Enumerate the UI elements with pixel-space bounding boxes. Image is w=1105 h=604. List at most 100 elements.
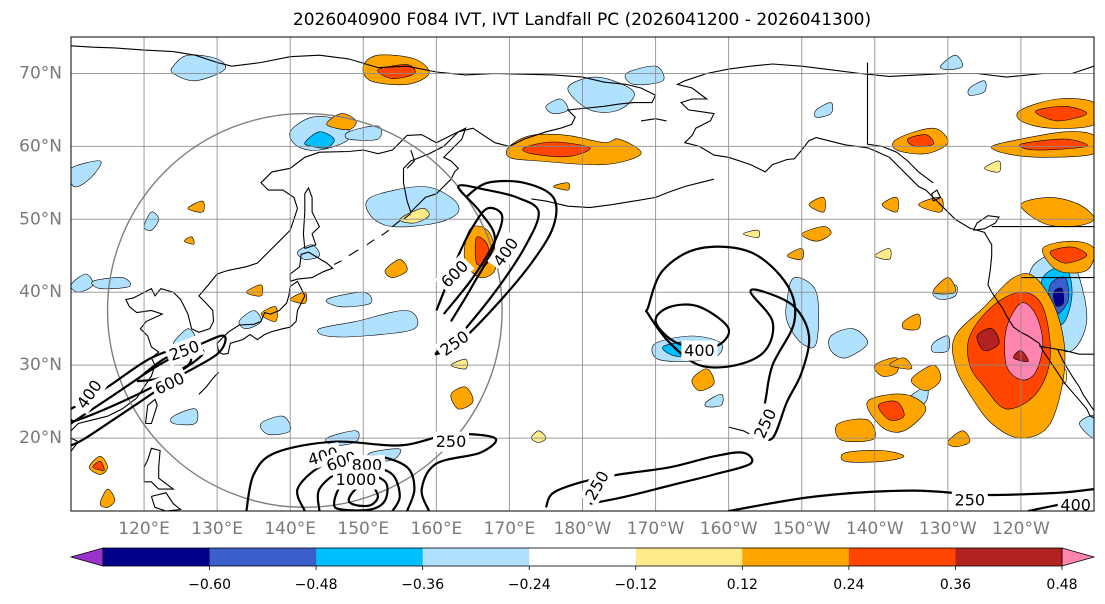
pc-patch-64 bbox=[932, 277, 957, 295]
coastline-kuril-2 bbox=[348, 249, 359, 257]
coastline-ryukyu bbox=[198, 372, 219, 395]
lon-tick-140: 140°E bbox=[264, 519, 316, 539]
lon-tick-200: 160°W bbox=[700, 519, 758, 539]
pc-patch-22 bbox=[704, 393, 724, 408]
ivt-contour-400-4 bbox=[450, 184, 540, 330]
colorbar-bin-7 bbox=[848, 548, 956, 566]
lat-tick-70: 70°N bbox=[19, 63, 62, 83]
coastline-asia bbox=[71, 45, 657, 432]
lon-tick-150: 150°E bbox=[337, 519, 389, 539]
coastline-haidagwaii bbox=[931, 189, 942, 202]
contour-label-bg-0 bbox=[163, 335, 205, 367]
pc-patch-36 bbox=[967, 80, 987, 96]
colorbar-bin-1 bbox=[209, 548, 317, 566]
coastline-kuril-6 bbox=[403, 213, 412, 220]
colorbar-bin-4 bbox=[529, 548, 637, 566]
contour-label-bg-8 bbox=[433, 431, 469, 452]
coastline-japan-hokkaido bbox=[289, 251, 334, 282]
colorbar-bin-8 bbox=[955, 548, 1063, 566]
ivt-contour-250-14 bbox=[728, 488, 1094, 511]
contour-label-bg-7 bbox=[748, 402, 782, 445]
longitude-tick-labels: 120°E 130°E 140°E 150°E 160°E 170°E 180°W 170°W… bbox=[118, 519, 1050, 539]
pc-patch-40 bbox=[742, 229, 760, 238]
border-alaska-canada bbox=[866, 62, 934, 184]
coastline-kamchatka-island bbox=[406, 149, 416, 169]
coastline-vancouverisland bbox=[972, 215, 1000, 231]
coastline-aleutians bbox=[531, 178, 715, 209]
graticule-layer bbox=[71, 37, 1094, 511]
contour-label-bg-12 bbox=[333, 469, 379, 490]
pc-patch-14 bbox=[365, 186, 460, 228]
pc-patch-76 bbox=[840, 450, 905, 463]
contour-label-bg-15 bbox=[1057, 495, 1094, 511]
colorbar: −0.60 −0.48 −0.36 −0.24 −0.12 0.12 0.24 0.36 0.4… bbox=[69, 547, 1096, 593]
lon-tick-210: 150°W bbox=[773, 519, 831, 539]
contour-label-6: 400 bbox=[684, 341, 715, 360]
ivt-contour-250-3 bbox=[434, 179, 558, 356]
colorbar-label-4: −0.12 bbox=[614, 577, 657, 593]
pc-patch-9 bbox=[325, 291, 373, 308]
pc-patch-79 bbox=[384, 259, 408, 278]
colorbar-bin-2 bbox=[316, 548, 424, 566]
coastline-bajacalifornia bbox=[1057, 348, 1094, 411]
pc-patch-62 bbox=[881, 196, 899, 213]
contour-label-bg-2 bbox=[149, 366, 191, 401]
lon-tick-220: 140°W bbox=[846, 519, 904, 539]
lat-tick-40: 40°N bbox=[19, 282, 62, 302]
contour-label-bg-6 bbox=[681, 340, 718, 361]
pc-patch-74 bbox=[878, 400, 905, 421]
contour-label-15: 400 bbox=[1060, 496, 1091, 515]
map-frame bbox=[70, 36, 1095, 512]
range-circle-layer bbox=[106, 112, 503, 509]
pc-patch-71 bbox=[901, 313, 921, 331]
pc-patch-50 bbox=[801, 226, 832, 242]
pc-patch-60 bbox=[1049, 246, 1088, 264]
colorbar-extend-high bbox=[1061, 547, 1096, 567]
lat-tick-20: 20°N bbox=[19, 428, 62, 448]
pc-patch-35 bbox=[624, 65, 665, 86]
colorbar-bin-3 bbox=[422, 548, 530, 566]
colorbar-label-3: −0.24 bbox=[508, 577, 551, 593]
coastline-kuril-4 bbox=[381, 229, 390, 236]
coastline-luzon bbox=[143, 447, 175, 490]
lon-tick-130: 130°E bbox=[191, 519, 243, 539]
lon-tick-190: 170°W bbox=[627, 519, 685, 539]
coastline-philippines-s bbox=[150, 492, 182, 511]
lon-tick-230: 130°W bbox=[919, 519, 977, 539]
pc-patch-51 bbox=[786, 248, 804, 260]
contour-label-bg-5 bbox=[434, 324, 476, 362]
colorbar-label-0: −0.60 bbox=[188, 577, 231, 593]
pc-patch-89 bbox=[92, 461, 105, 471]
coastline-kuril-1 bbox=[333, 260, 342, 265]
colorbar-bin-5 bbox=[635, 548, 743, 566]
ivt-contour-250-6 bbox=[644, 245, 811, 441]
contour-label-bg-4 bbox=[487, 231, 525, 273]
pc-patch-41 bbox=[874, 248, 892, 260]
pc-patch-67 bbox=[976, 328, 1000, 352]
colorbar-label-2: −0.36 bbox=[401, 577, 444, 593]
pc-patch-28 bbox=[1079, 415, 1094, 439]
pc-patch-3 bbox=[71, 160, 102, 188]
pc-patch-20 bbox=[940, 54, 963, 71]
pc-patch-55 bbox=[1035, 105, 1088, 122]
coastline-kuril-5 bbox=[392, 220, 401, 228]
lon-tick-170: 170°E bbox=[484, 519, 536, 539]
pc-patch-86 bbox=[184, 236, 195, 245]
colorbar-label-7: 0.36 bbox=[940, 577, 971, 593]
range-circle bbox=[106, 112, 503, 509]
pc-patch-24 bbox=[828, 328, 868, 359]
ivt-contour-250-13 bbox=[544, 451, 754, 508]
colorbar-label-1: −0.48 bbox=[295, 577, 338, 593]
colorbar-label-8: 0.48 bbox=[1046, 577, 1077, 593]
lon-tick-240: 120°W bbox=[992, 519, 1050, 539]
lat-tick-50: 50°N bbox=[19, 209, 62, 229]
ivt-contour-400-7 bbox=[654, 303, 731, 350]
pc-patch-78 bbox=[889, 357, 913, 370]
lon-tick-120: 120°E bbox=[118, 519, 170, 539]
lat-tick-30: 30°N bbox=[19, 355, 62, 375]
pc-patch-83 bbox=[552, 182, 570, 191]
pc-patch-88 bbox=[99, 488, 116, 508]
pc-patch-43 bbox=[450, 358, 468, 370]
contour-label-8: 250 bbox=[436, 432, 467, 451]
